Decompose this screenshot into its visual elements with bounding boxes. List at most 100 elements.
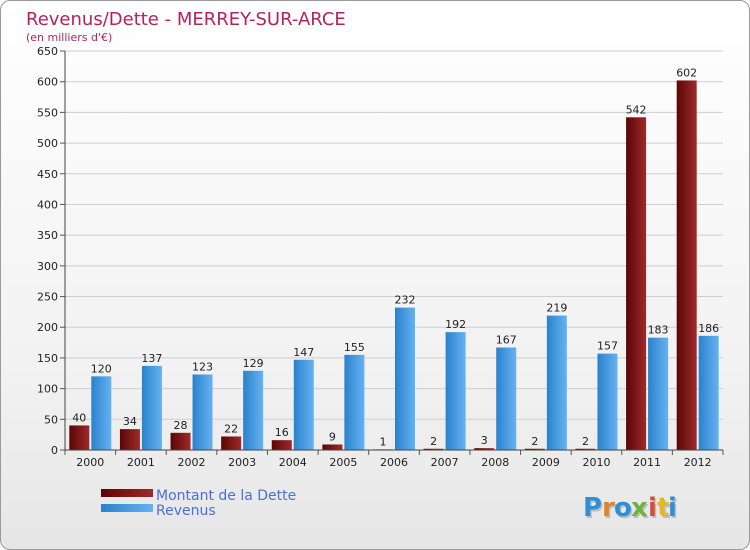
bar-debt — [271, 440, 292, 450]
y-tick-label: 0 — [51, 444, 58, 457]
value-label-debt: 28 — [174, 419, 188, 432]
x-tick-label: 2008 — [481, 456, 509, 469]
value-label-debt: 2 — [430, 435, 437, 448]
logo-letter: o — [614, 493, 632, 523]
x-tick-label: 2012 — [684, 456, 712, 469]
chart-subtitle: (en milliers d'€) — [26, 31, 112, 44]
value-label-revenue: 157 — [597, 340, 618, 353]
logo-letter: i — [648, 493, 657, 523]
bar-debt — [322, 444, 343, 450]
x-tick-label: 2006 — [380, 456, 408, 469]
value-label-revenue: 155 — [344, 341, 365, 354]
x-tick-label: 2011 — [633, 456, 661, 469]
x-tick-label: 2003 — [228, 456, 256, 469]
value-label-revenue: 137 — [141, 352, 162, 365]
y-tick-label: 400 — [37, 198, 58, 211]
x-tick-label: 2005 — [329, 456, 357, 469]
value-label-revenue: 167 — [496, 333, 517, 346]
y-tick-label: 550 — [37, 106, 58, 119]
x-tick-label: 2002 — [178, 456, 206, 469]
bar-revenue — [648, 337, 669, 450]
bar-revenue — [445, 332, 466, 450]
value-label-revenue: 129 — [243, 357, 264, 370]
chart-title: Revenus/Dette - MERREY-SUR-ARCE — [26, 9, 346, 30]
bar-debt — [524, 448, 545, 450]
legend: Montant de la Dette Revenus — [101, 488, 296, 519]
logo-letter: x — [631, 493, 648, 523]
y-tick-label: 450 — [37, 168, 58, 181]
bar-revenue — [344, 354, 365, 450]
y-tick-label: 350 — [37, 229, 58, 242]
bar-revenue — [91, 376, 112, 450]
value-label-debt: 2 — [531, 435, 538, 448]
x-tick-label: 2007 — [431, 456, 459, 469]
logo-letter: r — [602, 493, 615, 523]
bar-debt — [69, 425, 90, 450]
y-tick-label: 300 — [37, 260, 58, 273]
bar-debt — [119, 429, 140, 450]
value-label-debt: 2 — [582, 435, 589, 448]
value-label-debt: 3 — [481, 434, 488, 447]
y-tick-label: 150 — [37, 352, 58, 365]
legend-label-debt: Montant de la Dette — [156, 488, 296, 504]
value-label-revenue: 232 — [395, 294, 416, 307]
y-tick-label: 50 — [44, 413, 58, 426]
value-label-debt: 1 — [380, 435, 387, 448]
logo-letter-shadow: P — [585, 495, 604, 525]
y-tick-label: 250 — [37, 291, 58, 304]
bar-revenue — [496, 347, 517, 450]
y-tick-label: 650 — [37, 45, 58, 58]
bar-debt — [170, 432, 191, 450]
bar-revenue — [141, 365, 162, 450]
bar-debt — [474, 448, 495, 450]
bars: 4012034137281232212916147915512322192316… — [69, 66, 719, 451]
value-label-debt: 9 — [329, 430, 336, 443]
proxiti-logo: PP rr oo xx ii tt ii — [583, 493, 678, 525]
bar-revenue — [293, 359, 314, 450]
x-tick-label: 2000 — [76, 456, 104, 469]
y-tick-label: 200 — [37, 321, 58, 334]
value-label-debt: 16 — [275, 426, 289, 439]
y-axis: 0 50 100 150 200 250 300 350 400 450 500 550 600 650 — [37, 45, 66, 457]
bar-revenue — [546, 315, 567, 450]
bar-debt — [626, 117, 647, 451]
value-label-revenue: 186 — [698, 322, 719, 335]
value-label-revenue: 120 — [91, 362, 112, 375]
value-label-debt: 542 — [626, 103, 647, 116]
bar-debt — [221, 436, 242, 450]
bar-revenue — [243, 370, 264, 450]
bar-revenue — [192, 374, 213, 450]
bar-revenue — [698, 335, 719, 450]
value-label-debt: 40 — [72, 411, 86, 424]
x-axis: 2000 2001 2002 2003 2004 2005 2006 2007 2008 2009… — [64, 449, 724, 469]
x-tick-label: 2009 — [532, 456, 560, 469]
bar-debt — [423, 448, 444, 450]
value-label-revenue: 192 — [445, 318, 466, 331]
logo-letter: t — [657, 493, 669, 523]
bar-revenue — [395, 307, 415, 450]
bar-revenue — [597, 353, 618, 450]
legend-label-revenue: Revenus — [156, 503, 216, 519]
grid-lines — [65, 50, 723, 451]
x-tick-label: 2001 — [127, 456, 155, 469]
logo-letter-shadow: i — [650, 495, 659, 525]
bar-debt — [575, 448, 596, 450]
logo-letter-shadow: t — [659, 495, 671, 525]
bar-debt — [676, 80, 697, 451]
value-label-revenue: 219 — [546, 302, 567, 315]
legend-swatch-revenue — [101, 504, 153, 512]
value-label-debt: 34 — [123, 415, 137, 428]
logo-letter: P — [583, 493, 602, 523]
x-tick-label: 2004 — [279, 456, 307, 469]
y-tick-label: 500 — [37, 137, 58, 150]
value-label-revenue: 123 — [192, 360, 213, 373]
legend-swatch-debt — [101, 489, 153, 497]
value-label-revenue: 147 — [293, 346, 314, 359]
logo-letter: i — [668, 493, 677, 523]
logo-letter-shadow: x — [633, 495, 650, 525]
value-label-revenue: 183 — [648, 324, 669, 337]
y-tick-label: 100 — [37, 383, 58, 396]
logo-letter-shadow: o — [616, 495, 634, 525]
x-tick-label: 2010 — [582, 456, 610, 469]
